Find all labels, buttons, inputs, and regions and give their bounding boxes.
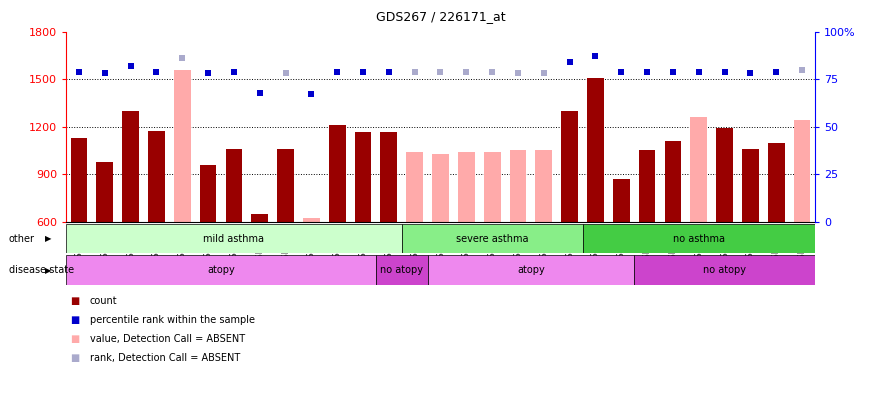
Bar <box>251 214 268 222</box>
Bar <box>742 149 759 222</box>
Bar <box>794 120 811 222</box>
Bar <box>66 255 376 285</box>
Text: atopy: atopy <box>207 265 235 275</box>
Text: atopy: atopy <box>517 265 544 275</box>
Bar <box>200 165 217 222</box>
Bar <box>587 78 603 222</box>
Text: value, Detection Call = ABSENT: value, Detection Call = ABSENT <box>90 334 245 344</box>
Text: count: count <box>90 296 117 306</box>
Text: GDS267 / 226171_at: GDS267 / 226171_at <box>375 10 506 23</box>
Bar <box>561 111 578 222</box>
Bar <box>381 132 397 222</box>
Bar <box>122 111 139 222</box>
Bar <box>174 70 190 222</box>
Bar <box>536 150 552 222</box>
Text: rank, Detection Call = ABSENT: rank, Detection Call = ABSENT <box>90 353 241 363</box>
Bar <box>716 128 733 222</box>
Bar <box>768 143 785 222</box>
Bar <box>70 138 87 222</box>
Bar <box>148 131 165 222</box>
Bar <box>427 255 634 285</box>
Text: severe asthma: severe asthma <box>455 234 529 244</box>
Bar <box>226 149 242 222</box>
Bar <box>96 162 113 222</box>
Bar <box>691 117 707 222</box>
Bar <box>66 224 402 253</box>
Bar <box>432 154 449 222</box>
Bar <box>278 149 294 222</box>
Text: no asthma: no asthma <box>673 234 725 244</box>
Text: no atopy: no atopy <box>381 265 423 275</box>
Text: ■: ■ <box>70 334 79 344</box>
Bar <box>509 150 526 222</box>
Text: ■: ■ <box>70 315 79 325</box>
Text: percentile rank within the sample: percentile rank within the sample <box>90 315 255 325</box>
Text: ▶: ▶ <box>45 266 52 275</box>
Text: disease state: disease state <box>9 265 74 275</box>
Bar <box>376 255 427 285</box>
Bar <box>402 224 582 253</box>
Bar <box>458 152 475 222</box>
Bar <box>639 150 655 222</box>
Text: other: other <box>9 234 35 244</box>
Bar <box>355 132 372 222</box>
Bar <box>329 125 345 222</box>
Bar <box>484 152 500 222</box>
Bar <box>613 179 630 222</box>
Bar <box>664 141 681 222</box>
Bar <box>582 224 815 253</box>
Text: ■: ■ <box>70 296 79 306</box>
Bar <box>303 218 320 222</box>
Text: no atopy: no atopy <box>703 265 746 275</box>
Text: ▶: ▶ <box>45 234 52 243</box>
Bar <box>634 255 815 285</box>
Text: ■: ■ <box>70 353 79 363</box>
Bar <box>406 152 423 222</box>
Text: mild asthma: mild asthma <box>204 234 264 244</box>
